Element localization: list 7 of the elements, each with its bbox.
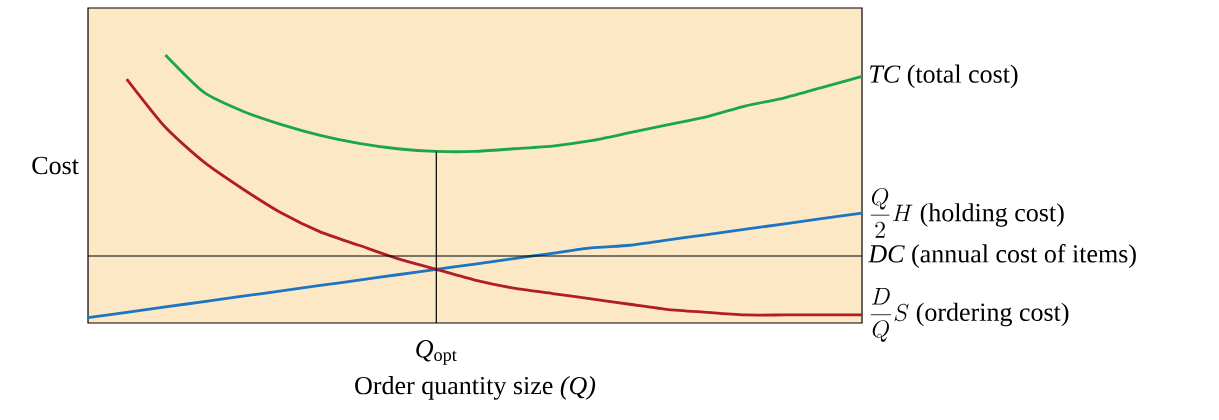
series-label: $\frac{D}{Q}S\ \textrm{(ordering cost)}$: [870, 288, 1069, 342]
y-axis-title: Cost: [32, 156, 79, 175]
ref-line-label: $\mathit{DC}\ \textrm{(annual cost of items)}$: [868, 244, 1136, 268]
text: Q$_{opt}$: [416, 340, 457, 365]
series-label: $\frac{Q}{2}H\ \textrm{(holding cost)}$: [870, 188, 1064, 238]
series-label: $\mathit{TC}\ \textrm{(total cost)}$: [870, 64, 1018, 89]
x-axis-title: Order quantity size (Q): [355, 376, 596, 400]
